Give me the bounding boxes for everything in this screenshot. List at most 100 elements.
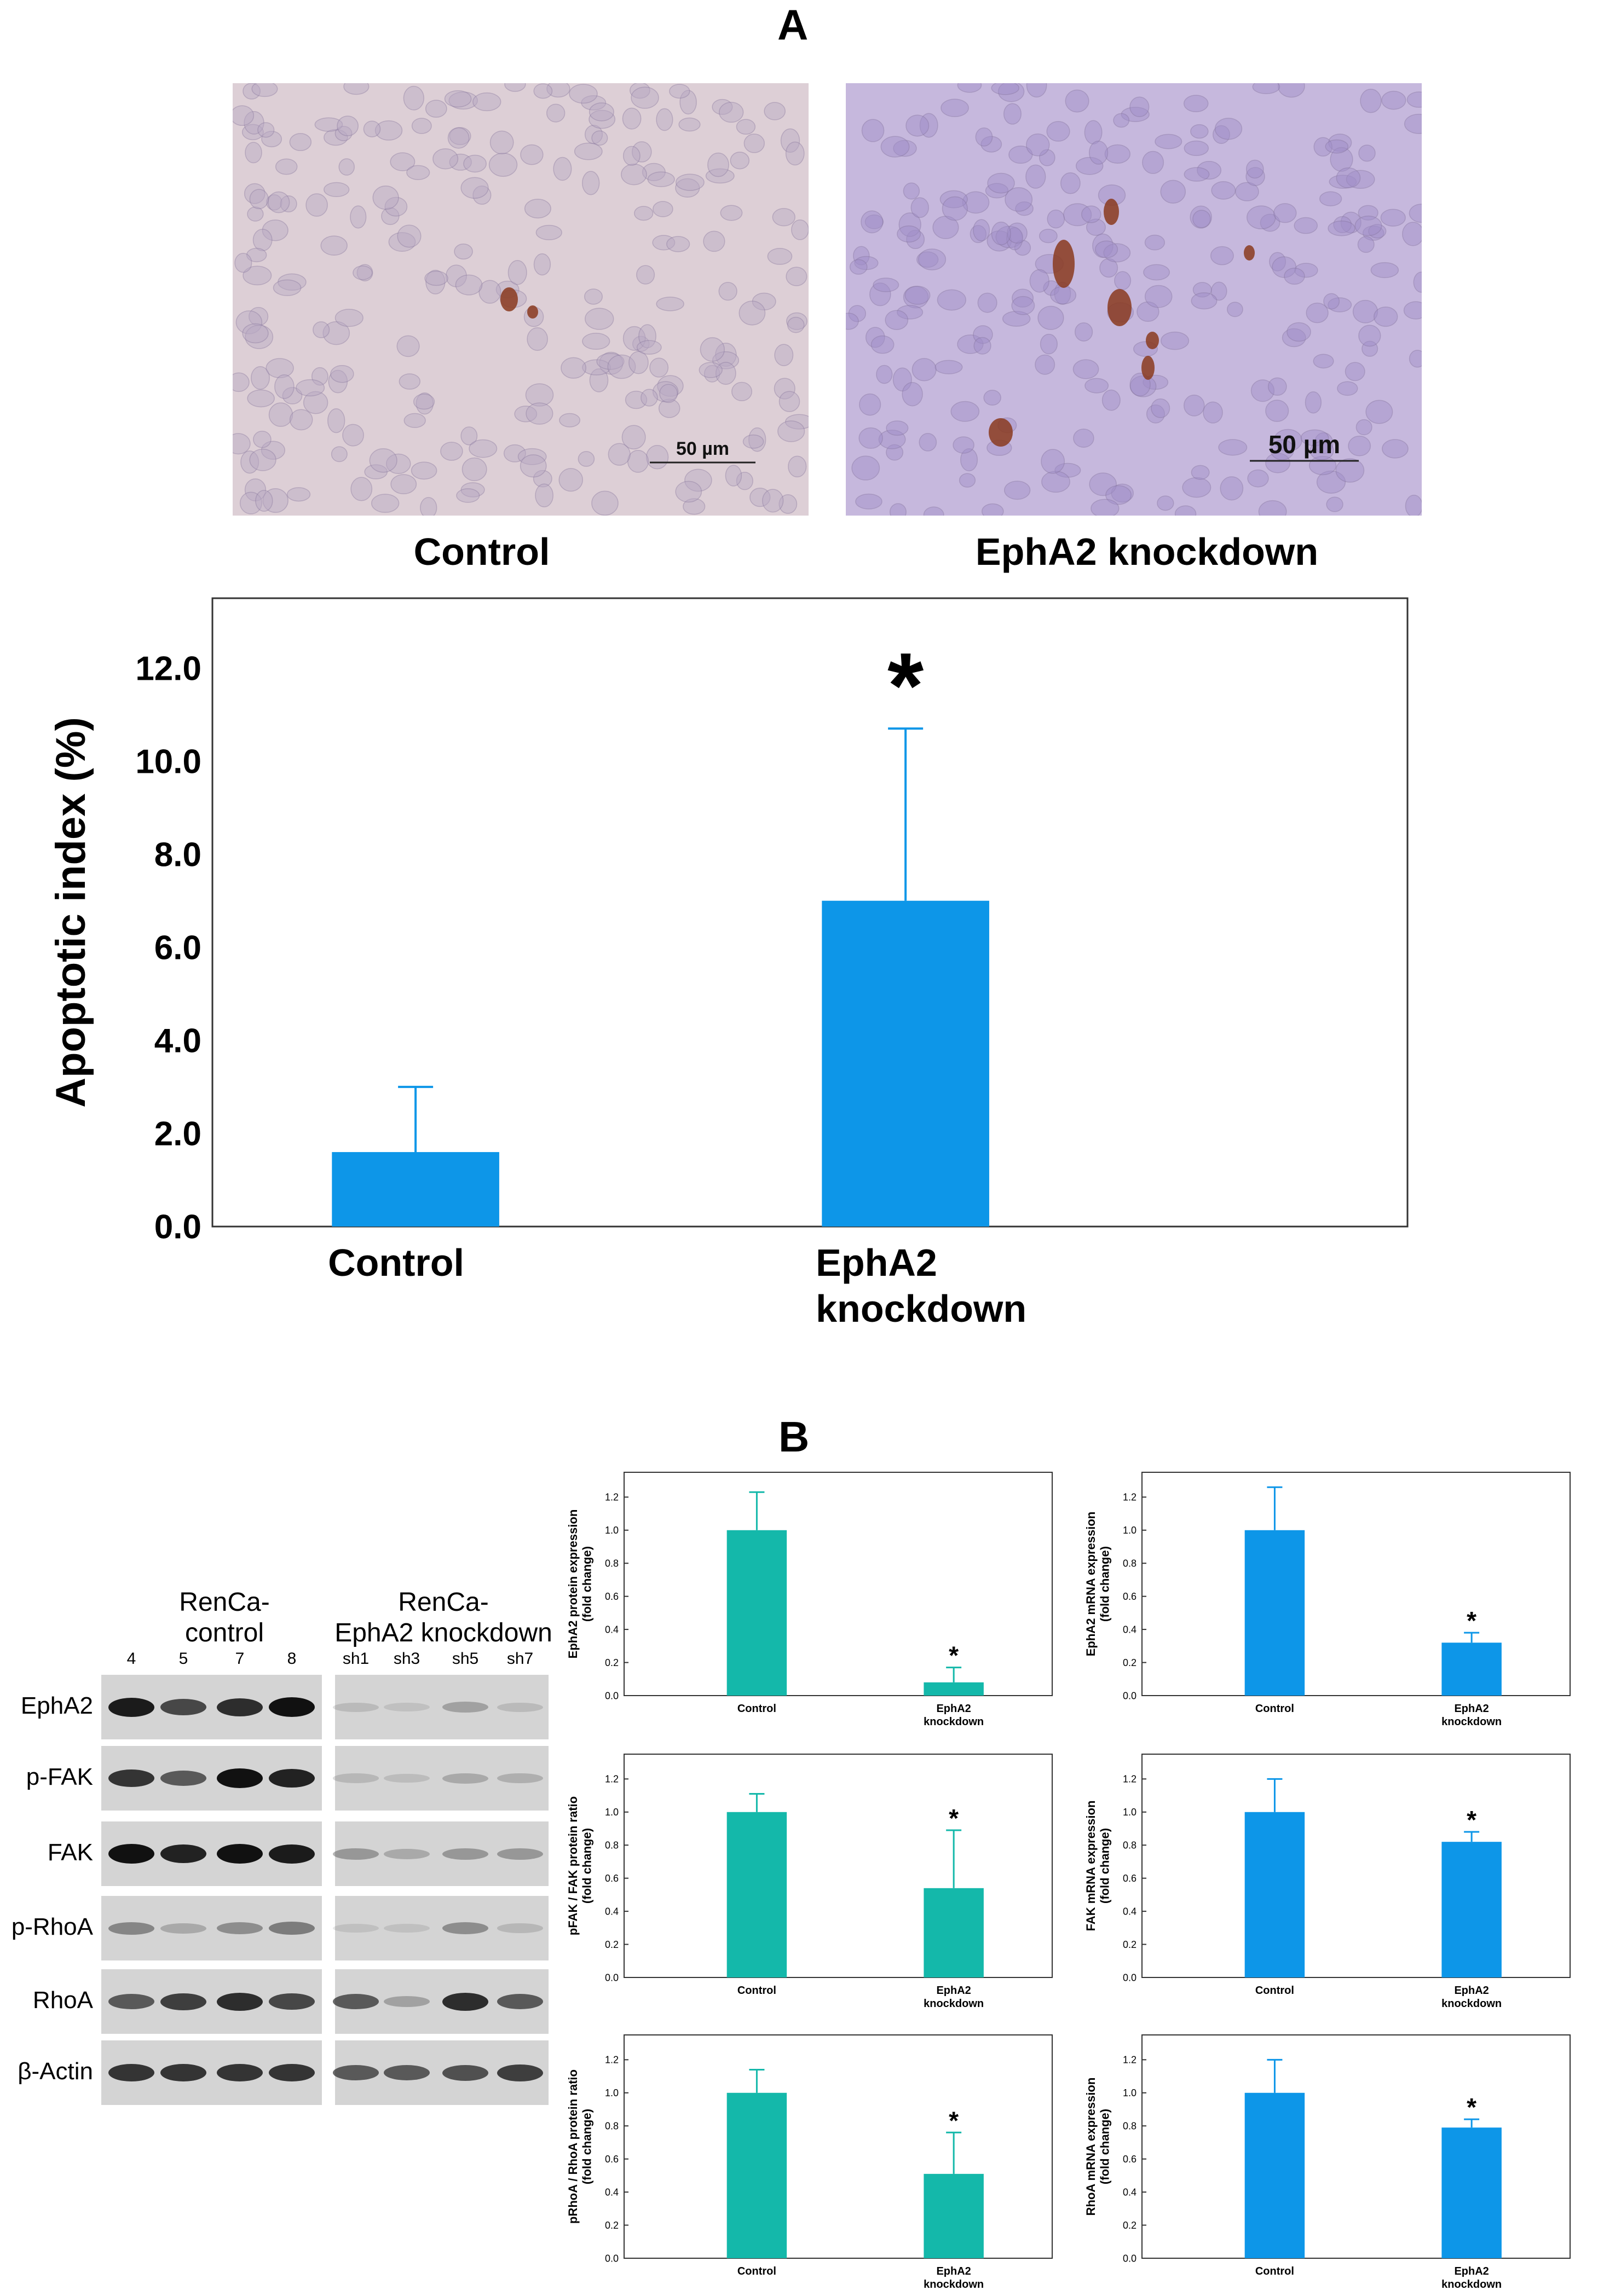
cell-nucleus <box>1160 180 1186 204</box>
scale-bar-label: 50 µm <box>676 438 729 459</box>
blot-row-label: EphA2 <box>20 1692 93 1719</box>
cell-nucleus <box>242 323 269 344</box>
cell-nucleus <box>322 321 350 345</box>
blot-band <box>160 1699 206 1715</box>
cell-nucleus <box>520 454 547 478</box>
blot-band <box>217 1844 263 1864</box>
cell-nucleus <box>350 205 367 229</box>
cell-nucleus <box>478 280 501 304</box>
tissue-background <box>233 83 809 516</box>
cell-nucleus <box>748 427 766 452</box>
cell-nucleus <box>546 83 570 98</box>
cell-nucleus <box>786 267 807 286</box>
cell-nucleus <box>1192 282 1212 298</box>
cell-nucleus <box>1218 439 1248 456</box>
cell-nucleus <box>1084 120 1103 144</box>
cell-nucleus <box>1380 209 1406 227</box>
cell-nucleus <box>517 448 547 465</box>
blot-band <box>160 1771 206 1786</box>
cell-nucleus <box>886 420 909 436</box>
cell-nucleus <box>987 230 1012 252</box>
blot-band <box>384 1848 430 1859</box>
cell-nucleus <box>1137 301 1159 322</box>
cell-nucleus <box>1191 465 1210 480</box>
cell-nucleus <box>876 365 893 384</box>
significance-marker: * <box>1467 2093 1476 2121</box>
cell-nucleus <box>858 427 883 449</box>
cell-nucleus <box>331 446 348 462</box>
cell-nucleus <box>1099 258 1118 278</box>
cell-nucleus <box>1088 140 1109 165</box>
cell-nucleus <box>1409 350 1422 368</box>
cell-nucleus <box>282 387 303 404</box>
chart-b2: 0.0 0.2 0.4 0.6 0.8 1.0 1.2 EphA2 mRNA expressi… <box>1084 1472 1571 1728</box>
y-tick-label: 0.0 <box>605 1972 619 1983</box>
cell-nucleus <box>1104 144 1130 164</box>
cell-nucleus <box>546 103 566 123</box>
blot-band <box>333 1848 379 1860</box>
cell-nucleus <box>1040 333 1058 355</box>
cell-nucleus <box>1282 328 1306 348</box>
category-label: knockdown <box>924 1716 984 1728</box>
cell-nucleus <box>342 424 364 447</box>
cell-nucleus <box>1335 458 1365 483</box>
cell-nucleus <box>1235 182 1259 201</box>
blot-band <box>497 1773 543 1784</box>
apoptotic-cell-stain <box>1053 240 1075 288</box>
cell-nucleus <box>1348 436 1371 456</box>
cell-nucleus <box>246 247 267 263</box>
cell-nucleus <box>1403 301 1422 320</box>
cell-nucleus <box>870 335 895 354</box>
cell-nucleus <box>247 389 275 408</box>
cell-nucleus <box>275 158 298 175</box>
blot-row-label: FAK <box>47 1839 93 1866</box>
y-tick-label: 0.4 <box>1123 1624 1137 1635</box>
cell-nucleus <box>334 309 364 327</box>
cell-nucleus <box>631 86 659 109</box>
cell-nucleus <box>865 327 885 348</box>
bar <box>1441 2127 1502 2258</box>
cell-nucleus <box>1294 263 1318 278</box>
y-tick-label: 10.0 <box>135 743 201 780</box>
cell-nucleus <box>251 83 278 97</box>
category-label: Control <box>1255 1703 1294 1715</box>
cell-nucleus <box>772 208 795 227</box>
y-axis-label: RhoA mRNA expression <box>1084 2078 1098 2216</box>
y-tick-label: 1.2 <box>605 2055 619 2066</box>
cell-nucleus <box>460 177 489 199</box>
cell-nucleus <box>385 453 411 475</box>
y-tick-label: 1.0 <box>1123 2087 1137 2098</box>
cell-nucleus <box>1373 306 1398 327</box>
cell-nucleus <box>244 478 267 502</box>
cell-nucleus <box>406 165 430 180</box>
cell-nucleus <box>939 190 968 209</box>
bar <box>1441 1643 1502 1696</box>
blot-strip <box>335 1821 549 1886</box>
cell-nucleus <box>1247 205 1276 230</box>
cell-nucleus <box>313 321 330 338</box>
cell-nucleus <box>1305 391 1322 414</box>
y-tick-label: 1.0 <box>605 1807 619 1818</box>
y-tick-label: 0.4 <box>605 1906 619 1917</box>
cell-nucleus <box>991 221 1011 246</box>
cell-nucleus <box>1362 225 1384 241</box>
cell-nucleus <box>983 390 1001 406</box>
y-tick-label: 1.2 <box>1123 1774 1137 1785</box>
cell-nucleus <box>447 127 470 149</box>
cell-nucleus <box>1370 262 1399 279</box>
cell-nucleus <box>973 337 991 355</box>
y-tick-label: 0.0 <box>605 1690 619 1701</box>
cell-nucleus <box>1314 432 1334 454</box>
lane-label: 4 <box>126 1650 136 1668</box>
cell-nucleus <box>1214 118 1243 140</box>
cell-nucleus <box>514 406 538 423</box>
cell-nucleus <box>303 391 328 414</box>
cell-nucleus <box>731 381 753 402</box>
plot-frame <box>624 2034 1053 2259</box>
chart-b5: 0.0 0.2 0.4 0.6 0.8 1.0 1.2 pRhoA / RhoA protei… <box>566 2034 1053 2291</box>
cell-nucleus <box>1105 485 1132 505</box>
blot-row-label: β-Actin <box>18 2058 93 2085</box>
cell-nucleus <box>1190 205 1212 229</box>
cell-nucleus <box>1313 137 1332 157</box>
